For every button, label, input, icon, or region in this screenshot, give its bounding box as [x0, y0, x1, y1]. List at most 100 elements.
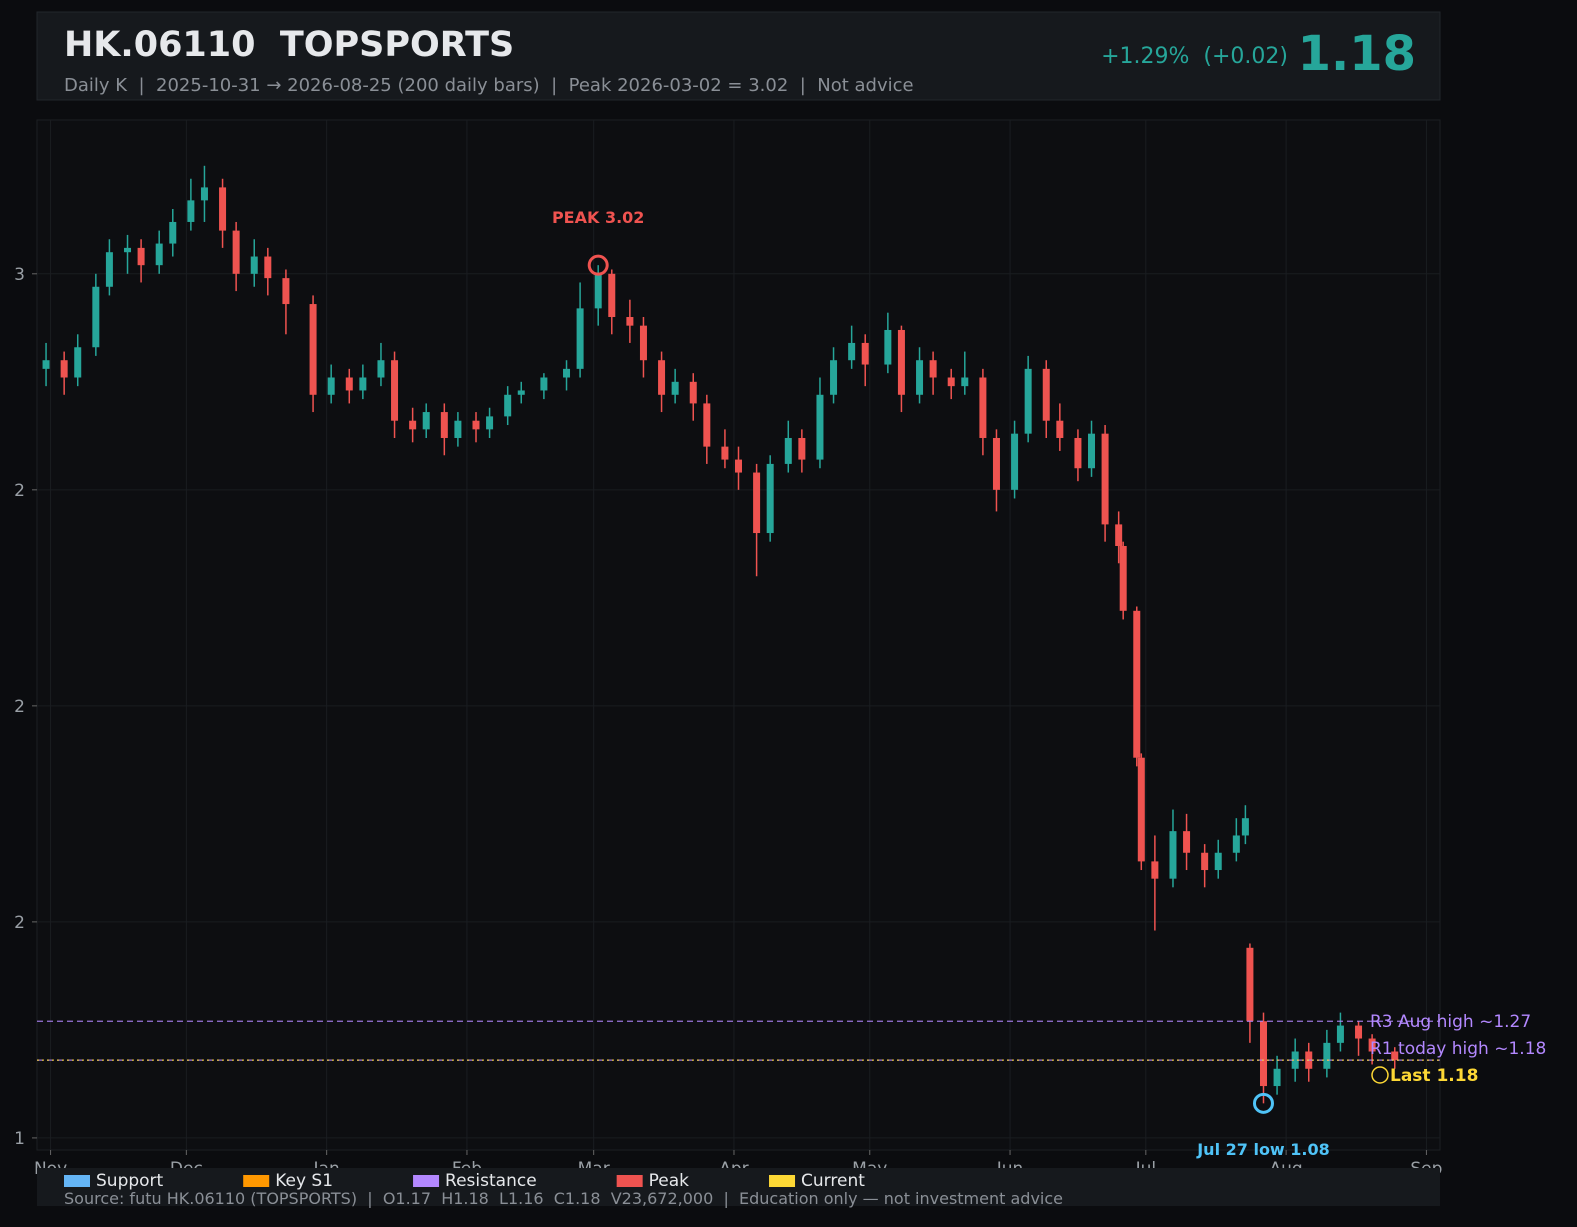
candle-body	[929, 360, 937, 378]
candle-body	[608, 273, 616, 318]
candle-body	[504, 394, 512, 417]
candle-body	[472, 420, 480, 430]
candle-body	[250, 256, 258, 274]
candle-body	[721, 446, 729, 460]
candle-body	[1323, 1042, 1331, 1069]
candle-body	[200, 187, 208, 201]
candle-body	[345, 377, 353, 391]
y-tick-label: 2	[14, 697, 25, 717]
candle-body	[848, 342, 856, 361]
candle-body	[626, 317, 634, 326]
marker	[587, 254, 609, 276]
candle-body	[440, 412, 448, 438]
legend-label: Key S1	[275, 1171, 333, 1191]
candle-body	[1291, 1051, 1299, 1069]
candle-body	[309, 304, 317, 395]
candle-body	[1056, 420, 1064, 438]
plot: 12223NovDecJanFebMarAprMayJunJulAugSepR3…	[14, 120, 1546, 1179]
subtitle: Daily K | 2025-10-31 → 2026-08-25 (200 d…	[64, 75, 914, 96]
candle-body	[486, 416, 494, 430]
candle-body	[359, 377, 367, 391]
price-change: +1.29% (+0.02)	[1101, 44, 1288, 69]
candle-body	[454, 420, 462, 438]
legend-swatch	[769, 1175, 796, 1187]
marker-label: PEAK 3.02	[552, 208, 644, 227]
legend-swatch	[616, 1175, 643, 1187]
candle-body	[884, 329, 892, 365]
candle-body	[766, 463, 774, 534]
candle-body	[219, 187, 227, 231]
candle-body	[422, 412, 430, 430]
candle-body	[1183, 831, 1191, 853]
candle-body	[1368, 1038, 1376, 1052]
candle-body	[1259, 1021, 1267, 1087]
candle-body	[830, 360, 838, 395]
candle-body	[409, 420, 417, 430]
candle-body	[517, 390, 525, 395]
y-tick-label: 2	[14, 913, 25, 933]
legend-label: Support	[96, 1171, 164, 1191]
legend-swatch	[413, 1175, 440, 1187]
last-marker	[1371, 1066, 1389, 1084]
candle-body	[735, 459, 742, 473]
candle-body	[563, 368, 571, 378]
candle-body	[74, 347, 82, 378]
legend-swatch	[64, 1175, 90, 1187]
candle-body	[1273, 1068, 1281, 1087]
candle-body	[916, 360, 924, 395]
candle-body	[264, 256, 272, 279]
candle-body	[1169, 831, 1177, 879]
candle-body	[232, 230, 240, 274]
candle-body	[1133, 610, 1141, 758]
candle-body	[671, 381, 679, 395]
candle-body	[992, 437, 1000, 490]
candle-body	[1074, 437, 1082, 469]
candle-body	[282, 278, 290, 305]
level-label: Last 1.18	[1390, 1066, 1478, 1086]
candle-body	[979, 377, 987, 438]
candle-body	[658, 360, 666, 395]
candle-body	[816, 394, 824, 460]
candle-body	[42, 360, 50, 369]
candle-body	[169, 221, 177, 244]
legend-swatch	[243, 1175, 270, 1187]
candle-body	[576, 308, 584, 369]
level-label: R1 today high ~1.18	[1370, 1039, 1546, 1059]
candle-body	[155, 243, 163, 266]
candle-body	[1115, 524, 1123, 546]
candle-body	[1391, 1051, 1399, 1061]
candle-body	[1246, 947, 1254, 1022]
candle-body	[861, 342, 869, 365]
candle-body	[1024, 368, 1032, 434]
candle-body	[798, 437, 806, 460]
candle-body	[1355, 1025, 1363, 1039]
candle-body	[753, 472, 761, 534]
candle-body	[377, 360, 385, 378]
candle-body	[961, 377, 969, 387]
candle-body	[1336, 1025, 1344, 1043]
marker	[1252, 1092, 1274, 1114]
candle-body	[1214, 852, 1222, 871]
candle-body	[703, 403, 711, 447]
candle-body	[784, 437, 792, 464]
candle-body	[137, 247, 145, 266]
header-panel	[36, 11, 1441, 101]
candle-body	[391, 360, 399, 421]
candle-body	[1151, 861, 1159, 879]
candle-body	[92, 286, 100, 348]
candle-body	[897, 329, 905, 395]
candle-body	[1232, 835, 1240, 853]
title: HK.06110 TOPSPORTS	[64, 25, 514, 65]
legend-label: Peak	[649, 1171, 690, 1191]
candle-body	[1241, 818, 1249, 836]
candle-body	[540, 377, 548, 391]
footer: Source: futu HK.06110 (TOPSPORTS) | O1.1…	[64, 1189, 1063, 1208]
legend: Support Key S1 Resistance Peak Current	[64, 1171, 865, 1191]
candle-body	[1042, 368, 1050, 421]
candle-body	[1101, 433, 1109, 525]
candle-body	[105, 252, 113, 287]
marker-label: Jul 27 low 1.08	[1196, 1140, 1330, 1159]
candle-body	[60, 360, 68, 378]
y-tick-label: 2	[14, 481, 25, 501]
candle-body	[1119, 545, 1127, 611]
